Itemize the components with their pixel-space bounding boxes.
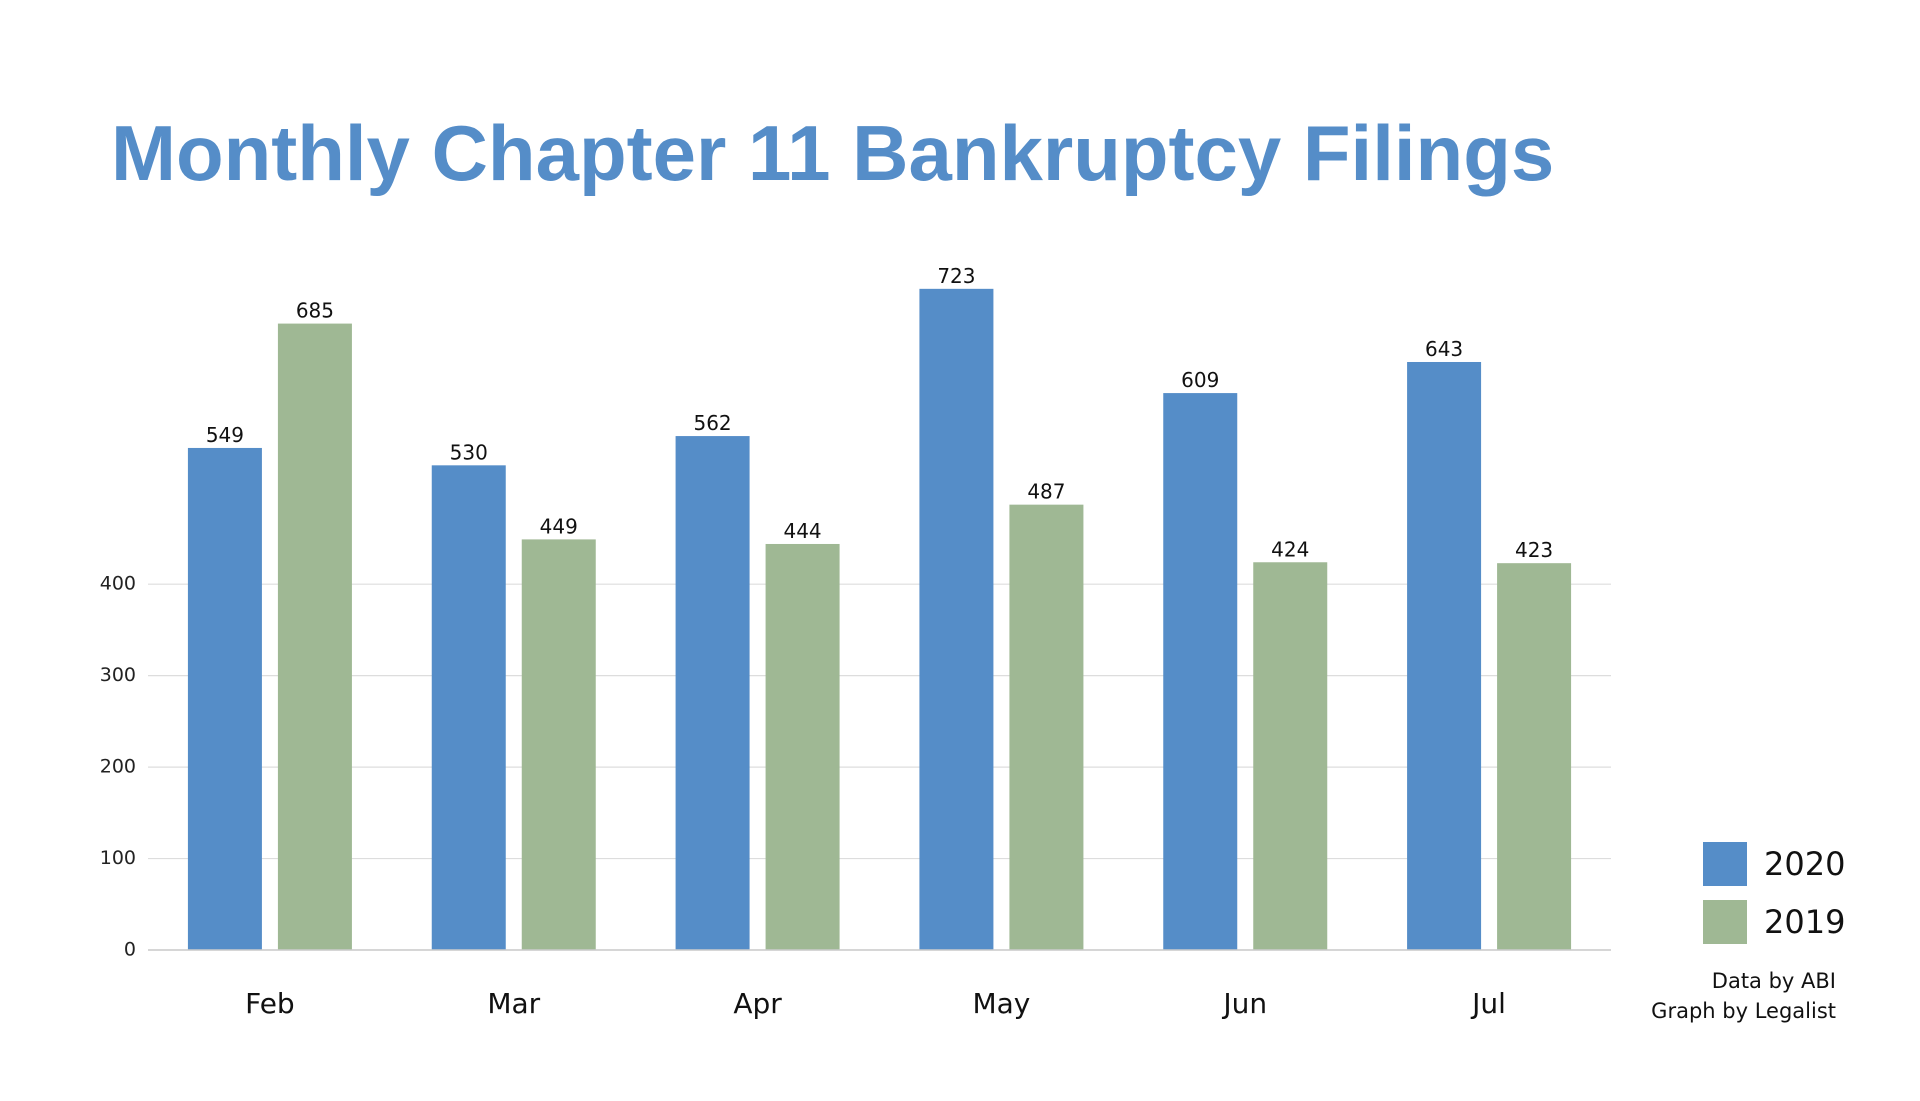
value-label: 530 bbox=[450, 440, 488, 464]
bar bbox=[1407, 361, 1482, 950]
y-tick-label: 100 bbox=[100, 847, 136, 869]
source-note: Data by ABI bbox=[1712, 969, 1836, 993]
value-label: 444 bbox=[783, 519, 821, 543]
source-note: Graph by Legalist bbox=[1651, 999, 1836, 1023]
bar bbox=[187, 447, 262, 950]
bar bbox=[431, 465, 506, 950]
bar bbox=[1163, 393, 1238, 950]
y-tick-label: 200 bbox=[100, 756, 136, 778]
bar bbox=[521, 539, 596, 950]
value-label: 549 bbox=[206, 423, 244, 447]
x-tick-label: Jul bbox=[1470, 987, 1506, 1020]
bar bbox=[277, 323, 352, 950]
y-tick-label: 0 bbox=[124, 939, 136, 961]
x-tick-label: Feb bbox=[245, 987, 295, 1020]
x-tick-label: Jun bbox=[1221, 987, 1267, 1020]
bar bbox=[1497, 563, 1572, 950]
value-label: 609 bbox=[1181, 368, 1219, 392]
x-tick-label: Apr bbox=[733, 987, 782, 1020]
bar bbox=[765, 543, 840, 950]
value-label: 562 bbox=[693, 411, 731, 435]
y-tick-label: 400 bbox=[100, 573, 136, 595]
value-label: 487 bbox=[1027, 480, 1065, 504]
bar bbox=[1253, 562, 1328, 950]
value-label: 643 bbox=[1425, 337, 1463, 361]
value-label: 723 bbox=[937, 264, 975, 288]
legend-label: 2020 bbox=[1764, 845, 1845, 883]
value-label: 423 bbox=[1515, 538, 1553, 562]
value-label: 449 bbox=[540, 514, 578, 538]
legend-swatch bbox=[1703, 900, 1747, 944]
legend-swatch bbox=[1703, 842, 1747, 886]
bar bbox=[1009, 504, 1084, 950]
value-label: 424 bbox=[1271, 537, 1309, 561]
x-tick-label: Mar bbox=[487, 987, 540, 1020]
chart-title: Monthly Chapter 11 Bankruptcy Filings bbox=[111, 109, 1554, 197]
legend-label: 2019 bbox=[1764, 903, 1845, 941]
value-label: 685 bbox=[296, 299, 334, 323]
bar bbox=[675, 436, 750, 950]
x-tick-label: May bbox=[972, 987, 1030, 1020]
bar bbox=[919, 288, 994, 950]
y-tick-label: 300 bbox=[100, 664, 136, 686]
